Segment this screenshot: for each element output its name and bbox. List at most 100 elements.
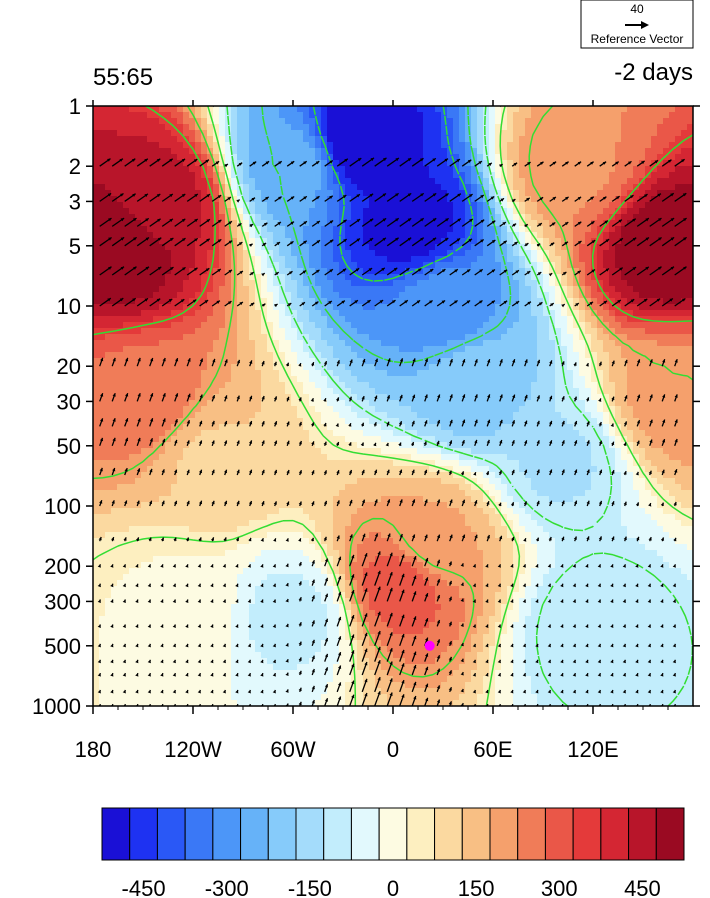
field-cell (363, 286, 370, 293)
field-cell (645, 190, 652, 197)
field-cell (219, 112, 226, 119)
field-cell (285, 346, 292, 353)
field-cell (273, 148, 280, 155)
field-cell (627, 382, 634, 389)
field-cell (669, 322, 676, 329)
field-cell (303, 220, 310, 227)
field-cell (315, 106, 322, 113)
field-cell (669, 238, 676, 245)
field-cell (273, 124, 280, 131)
field-cell (687, 262, 693, 269)
field-cell (555, 178, 562, 185)
field-cell (621, 232, 628, 239)
field-cell (597, 370, 604, 377)
field-cell (273, 172, 280, 179)
field-cell (489, 202, 496, 209)
field-cell (471, 136, 478, 143)
field-cell (555, 190, 562, 197)
field-cell (459, 196, 466, 203)
field-cell (189, 190, 196, 197)
field-cell (273, 238, 280, 245)
field-cell (201, 118, 208, 125)
field-cell (201, 124, 208, 131)
field-cell (327, 352, 334, 359)
field-cell (633, 196, 640, 203)
field-cell (459, 160, 466, 167)
field-cell (123, 316, 130, 323)
field-cell (153, 190, 160, 197)
field-cell (519, 304, 526, 311)
field-cell (351, 316, 358, 323)
field-cell (333, 352, 340, 359)
field-cell (291, 352, 298, 359)
field-cell (615, 322, 622, 329)
field-cell (579, 202, 586, 209)
field-cell (621, 274, 628, 281)
field-cell (141, 250, 148, 257)
field-cell (393, 184, 400, 191)
field-cell (543, 244, 550, 251)
field-cell (615, 166, 622, 173)
field-cell (411, 262, 418, 269)
field-cell (567, 316, 574, 323)
field-cell (183, 184, 190, 191)
field-cell (135, 328, 142, 335)
field-cell (249, 238, 256, 245)
field-cell (501, 400, 508, 407)
field-cell (621, 142, 628, 149)
field-cell (267, 304, 274, 311)
field-cell (105, 118, 112, 125)
field-cell (585, 112, 592, 119)
field-cell (633, 262, 640, 269)
field-cell (273, 274, 280, 281)
field-cell (333, 226, 340, 233)
field-cell (561, 346, 568, 353)
field-cell (369, 310, 376, 317)
field-cell (183, 124, 190, 131)
field-cell (171, 196, 178, 203)
field-cell (441, 328, 448, 335)
field-cell (465, 382, 472, 389)
field-cell (453, 154, 460, 161)
field-cell (381, 184, 388, 191)
field-cell (117, 388, 124, 395)
field-cell (585, 208, 592, 215)
field-cell (513, 346, 520, 353)
field-cell (501, 262, 508, 269)
field-cell (411, 202, 418, 209)
field-cell (327, 190, 334, 197)
field-cell (603, 382, 610, 389)
field-cell (435, 130, 442, 137)
field-cell (321, 226, 328, 233)
field-cell (381, 190, 388, 197)
field-cell (315, 178, 322, 185)
field-cell (411, 352, 418, 359)
field-cell (285, 106, 292, 113)
field-cell (201, 334, 208, 341)
field-cell (609, 250, 616, 257)
field-cell (477, 232, 484, 239)
field-cell (279, 334, 286, 341)
field-cell (237, 154, 244, 161)
field-cell (501, 142, 508, 149)
field-cell (387, 136, 394, 143)
field-cell (615, 232, 622, 239)
field-cell (603, 364, 610, 371)
field-cell (195, 136, 202, 143)
field-cell (639, 130, 646, 137)
field-cell (645, 322, 652, 329)
field-cell (477, 370, 484, 377)
field-cell (579, 244, 586, 251)
field-cell (555, 136, 562, 143)
field-cell (621, 322, 628, 329)
field-cell (543, 400, 550, 407)
field-cell (369, 196, 376, 203)
field-cell (315, 154, 322, 161)
field-cell (381, 292, 388, 299)
field-cell (177, 316, 184, 323)
field-cell (141, 292, 148, 299)
field-cell (369, 184, 376, 191)
field-cell (201, 196, 208, 203)
field-cell (213, 382, 220, 389)
field-cell (159, 136, 166, 143)
